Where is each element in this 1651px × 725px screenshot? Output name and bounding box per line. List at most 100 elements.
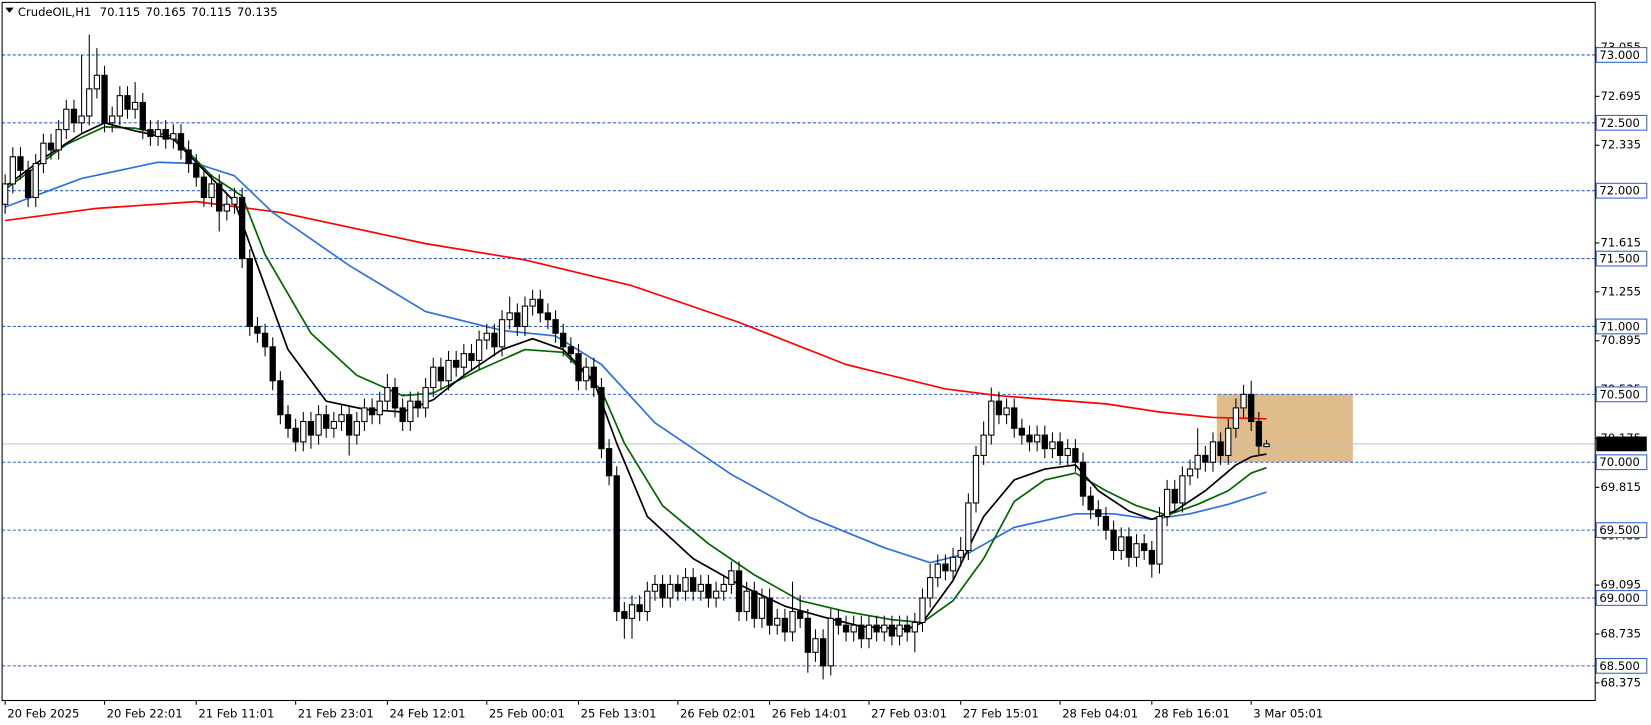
menu-triangle[interactable] [5,7,14,13]
candle-body [1102,516,1110,531]
x-tick-label: 3 Mar 05:01 [1253,707,1323,721]
candle-body [988,400,995,436]
candle-body [170,133,177,140]
moving-average [4,126,1267,624]
candle-body [1194,454,1201,470]
candle-body [919,597,926,623]
candle-body [231,196,238,205]
candle-body [24,169,32,199]
candle-body [1079,461,1087,497]
candle-body [277,380,284,416]
candle-body [93,74,101,90]
level-label-box [1595,182,1648,199]
candle-body [888,624,896,637]
candle-body [353,420,360,436]
level-label: 71.500 [1599,252,1640,266]
candle-body [109,115,116,124]
chart-title: CrudeOIL,H1 [18,4,91,18]
candle-body [552,319,559,334]
candle-body [323,414,330,429]
candle-body [644,590,651,613]
x-tick-label: 28 Feb 16:01 [1154,707,1230,721]
x-tick-label: 26 Feb 02:01 [680,707,756,721]
candle-body [789,611,796,633]
x-tick-label: 24 Feb 12:01 [389,707,465,721]
candle-body [743,590,750,613]
candle-body [368,407,376,416]
candle-body [904,624,911,633]
candle-body [1141,543,1148,551]
candle-body [177,133,185,151]
candle-body [1217,441,1224,456]
candle-body [651,583,659,592]
candle-body [2,183,9,205]
candle-body [116,95,123,117]
candle-body [1186,468,1194,477]
candle-body [238,196,246,260]
candle-body [804,617,811,653]
candle-body [101,74,108,124]
candle-body [995,400,1003,416]
chart-header: CrudeOIL,H1 70.115 70.165 70.115 70.135 [18,4,278,18]
candle-body [460,353,467,368]
candle-body [659,583,666,599]
candle-body [972,454,980,504]
x-tick-label: 26 Feb 14:01 [772,707,848,721]
candle-body [307,420,315,436]
candle-body [346,414,353,436]
candle-body [407,400,414,423]
candle-body [124,95,131,110]
level-label: 72.500 [1599,116,1640,130]
candle-body [720,583,727,592]
level-label: 69.500 [1599,523,1640,537]
candle-body [582,366,590,382]
candle-body [483,332,490,341]
candle-body [414,400,422,409]
candle-body [430,366,437,389]
candle-body [261,332,269,348]
level-label-box [1595,114,1648,131]
x-tick-label: 21 Feb 11:01 [198,707,274,721]
candle-body [292,427,299,443]
candle-body [797,611,804,619]
x-tick-label: 27 Feb 03:01 [871,707,947,721]
current-price-box [1596,436,1647,452]
candle-body [567,346,575,355]
candle-body [1003,407,1010,416]
candle-body [881,624,888,633]
candle-body [1209,441,1217,463]
level-label-box [1595,657,1648,674]
candle-body [284,414,292,429]
x-tick-label: 25 Feb 00:01 [489,707,565,721]
candle-body [254,325,261,334]
candle-body [544,312,552,321]
candle-body [560,332,567,348]
candle-body [514,312,521,327]
candle-body [1026,434,1033,443]
candle-body [1110,529,1117,551]
candle-body [613,475,620,613]
candle-body [40,142,47,165]
candle-body [1225,427,1232,456]
plot-frame [1,1,1596,702]
candle-body [628,604,636,619]
candle-body [1041,434,1048,450]
candle-body [1240,393,1247,409]
y-tick-label: 68.735 [1600,626,1641,640]
candle-body [682,577,689,592]
level-label: 69.000 [1599,591,1640,605]
x-tick-label: 20 Feb 22:01 [107,707,183,721]
candle-body [1011,407,1018,429]
candle-body [47,142,55,151]
y-tick-label: 68.375 [1600,675,1641,689]
candle-body [949,556,957,572]
candle-body [636,604,643,613]
candle-body [674,583,682,592]
candle-body [758,597,766,619]
y-tick-label: 69.815 [1600,480,1641,494]
candle-body [934,563,941,579]
candle-body [193,163,200,178]
level-label-box [1595,522,1648,539]
candle-body [63,108,70,131]
candle-body [957,549,964,558]
